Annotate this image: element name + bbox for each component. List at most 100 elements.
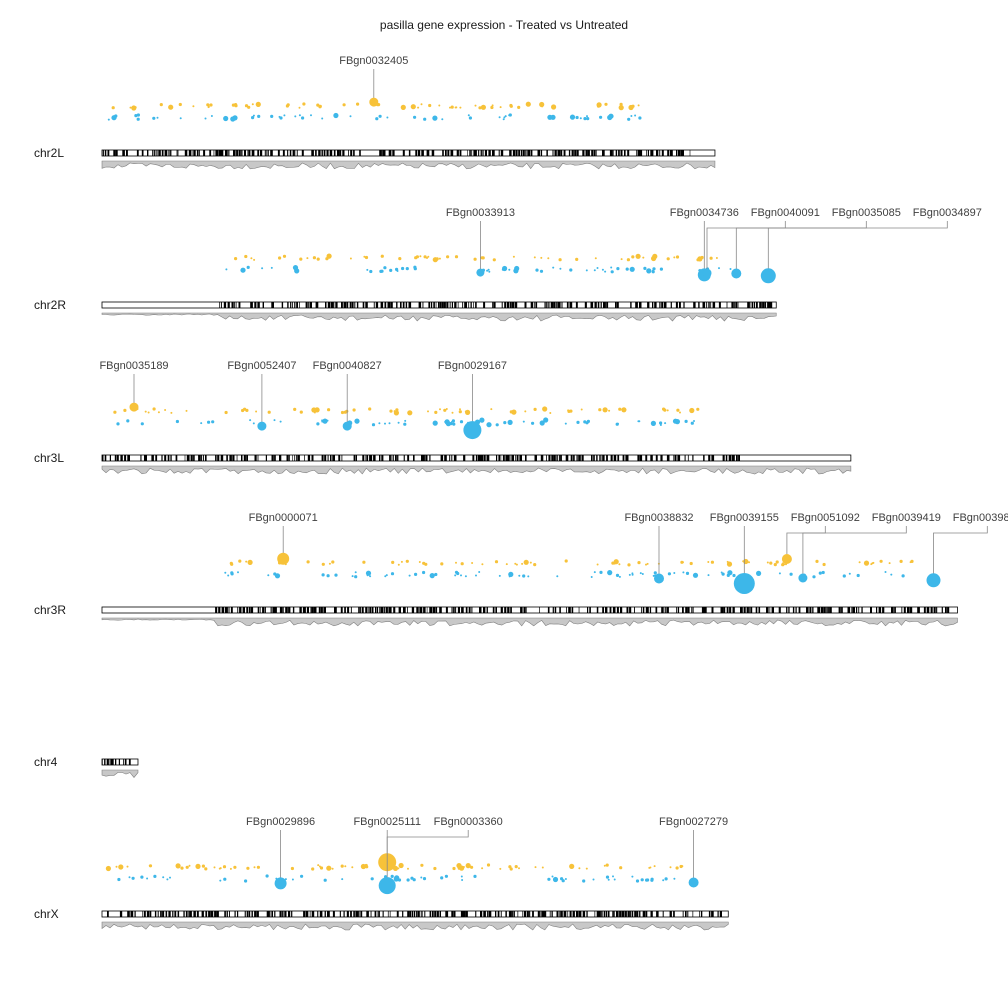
down-point bbox=[390, 874, 394, 879]
up-point bbox=[159, 103, 163, 107]
down-point bbox=[890, 573, 893, 576]
up-point bbox=[393, 410, 396, 413]
gene-label: FBgn0003360 bbox=[434, 816, 503, 828]
up-point bbox=[439, 408, 441, 411]
up-point bbox=[481, 563, 484, 566]
up-point bbox=[464, 410, 467, 413]
down-point bbox=[615, 422, 619, 426]
gene-label: FBgn0038832 bbox=[624, 512, 693, 524]
up-point bbox=[434, 410, 438, 414]
down-point bbox=[179, 117, 182, 120]
down-point bbox=[384, 575, 387, 578]
down-point bbox=[375, 117, 379, 121]
up-point bbox=[306, 257, 309, 260]
up-point bbox=[343, 410, 347, 414]
down-point bbox=[454, 574, 457, 577]
up-point bbox=[605, 863, 609, 867]
up-point bbox=[508, 865, 512, 869]
down-point bbox=[429, 573, 435, 579]
down-point bbox=[116, 422, 120, 426]
up-point bbox=[400, 560, 403, 563]
down-point bbox=[646, 878, 650, 882]
up-point bbox=[302, 102, 306, 106]
up-point bbox=[224, 410, 228, 415]
down-point bbox=[586, 115, 588, 118]
up-point bbox=[608, 409, 611, 412]
up-point bbox=[449, 106, 451, 109]
down-point bbox=[518, 574, 521, 577]
labeled-gene-point bbox=[342, 421, 352, 431]
labeled-gene-point bbox=[781, 554, 792, 564]
up-point bbox=[541, 866, 544, 869]
down-point bbox=[504, 115, 507, 118]
up-point bbox=[680, 560, 684, 564]
up-point bbox=[689, 561, 693, 566]
down-point bbox=[413, 115, 417, 119]
down-point bbox=[475, 574, 477, 577]
up-point bbox=[206, 103, 210, 107]
up-point bbox=[460, 562, 464, 566]
up-point bbox=[299, 257, 303, 261]
down-point bbox=[659, 424, 662, 426]
up-point bbox=[533, 563, 537, 567]
gene-label: FBgn0000071 bbox=[249, 512, 318, 524]
down-point bbox=[599, 570, 603, 575]
down-point bbox=[575, 115, 579, 120]
down-point bbox=[508, 268, 511, 271]
down-point bbox=[207, 420, 211, 424]
down-point bbox=[607, 114, 613, 121]
up-point bbox=[529, 561, 532, 564]
down-point bbox=[210, 115, 213, 117]
down-point bbox=[650, 420, 657, 426]
down-point bbox=[223, 877, 227, 881]
up-point bbox=[229, 867, 232, 870]
labeled-gene-point bbox=[760, 268, 776, 284]
down-point bbox=[564, 878, 567, 880]
down-point bbox=[638, 116, 642, 120]
labeled-gene-point bbox=[926, 573, 941, 588]
down-point bbox=[552, 876, 559, 883]
up-point bbox=[533, 407, 537, 411]
up-point bbox=[319, 866, 324, 870]
down-point bbox=[473, 874, 477, 879]
up-point bbox=[364, 863, 368, 868]
down-point bbox=[508, 575, 511, 578]
down-point bbox=[690, 421, 694, 425]
up-point bbox=[450, 105, 454, 109]
up-point bbox=[407, 867, 409, 870]
up-point bbox=[433, 866, 437, 871]
down-point bbox=[389, 268, 393, 272]
down-point bbox=[653, 571, 657, 575]
down-point bbox=[156, 116, 159, 119]
down-point bbox=[612, 875, 614, 878]
expression-points bbox=[225, 253, 732, 274]
down-point bbox=[404, 419, 407, 422]
up-point bbox=[446, 255, 450, 259]
labeled-gene-point bbox=[274, 877, 287, 890]
down-point bbox=[650, 878, 654, 882]
up-point bbox=[515, 563, 518, 566]
up-point bbox=[326, 865, 332, 871]
labeled-gene-point bbox=[733, 573, 755, 594]
up-point bbox=[540, 256, 543, 259]
up-point bbox=[594, 257, 597, 260]
gene-label: FBgn0034736 bbox=[670, 207, 739, 219]
up-point bbox=[219, 867, 222, 870]
down-point bbox=[559, 267, 562, 270]
down-point bbox=[380, 269, 384, 273]
down-point bbox=[479, 417, 485, 423]
up-point bbox=[123, 408, 127, 412]
up-point bbox=[486, 863, 491, 867]
down-point bbox=[246, 265, 250, 269]
down-point bbox=[569, 114, 576, 120]
up-point bbox=[596, 102, 602, 108]
down-point bbox=[495, 423, 499, 427]
up-point bbox=[170, 411, 173, 414]
labeled-gene-point bbox=[798, 573, 808, 583]
up-point bbox=[676, 408, 680, 412]
up-point bbox=[512, 255, 515, 258]
down-point bbox=[498, 574, 501, 577]
up-point bbox=[144, 410, 147, 413]
up-point bbox=[558, 258, 562, 262]
down-point bbox=[498, 116, 501, 119]
